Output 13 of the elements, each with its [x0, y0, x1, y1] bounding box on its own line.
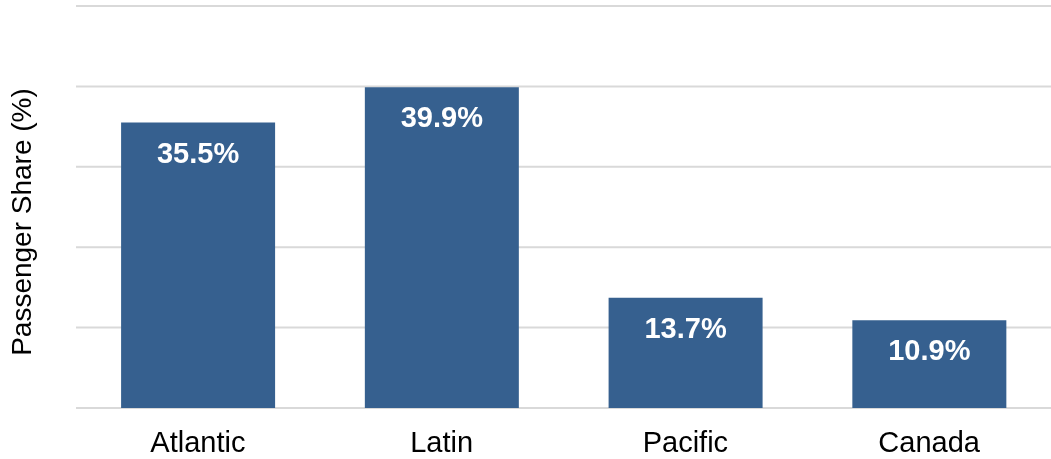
x-tick-label: Canada	[878, 426, 981, 458]
bar	[852, 320, 1007, 408]
data-label: 10.9%	[888, 334, 971, 367]
bar	[364, 87, 519, 408]
x-tick-label: Atlantic	[150, 426, 246, 458]
x-tick-label: Pacific	[642, 426, 729, 458]
y-axis-title: Passenger Share (%)	[6, 88, 37, 356]
data-label: 39.9%	[400, 101, 484, 134]
data-label: 35.5%	[156, 136, 240, 169]
x-tick-label: Latin	[410, 426, 474, 458]
data-label: 13.7%	[644, 311, 727, 344]
bar	[608, 297, 763, 408]
bar	[121, 122, 276, 408]
